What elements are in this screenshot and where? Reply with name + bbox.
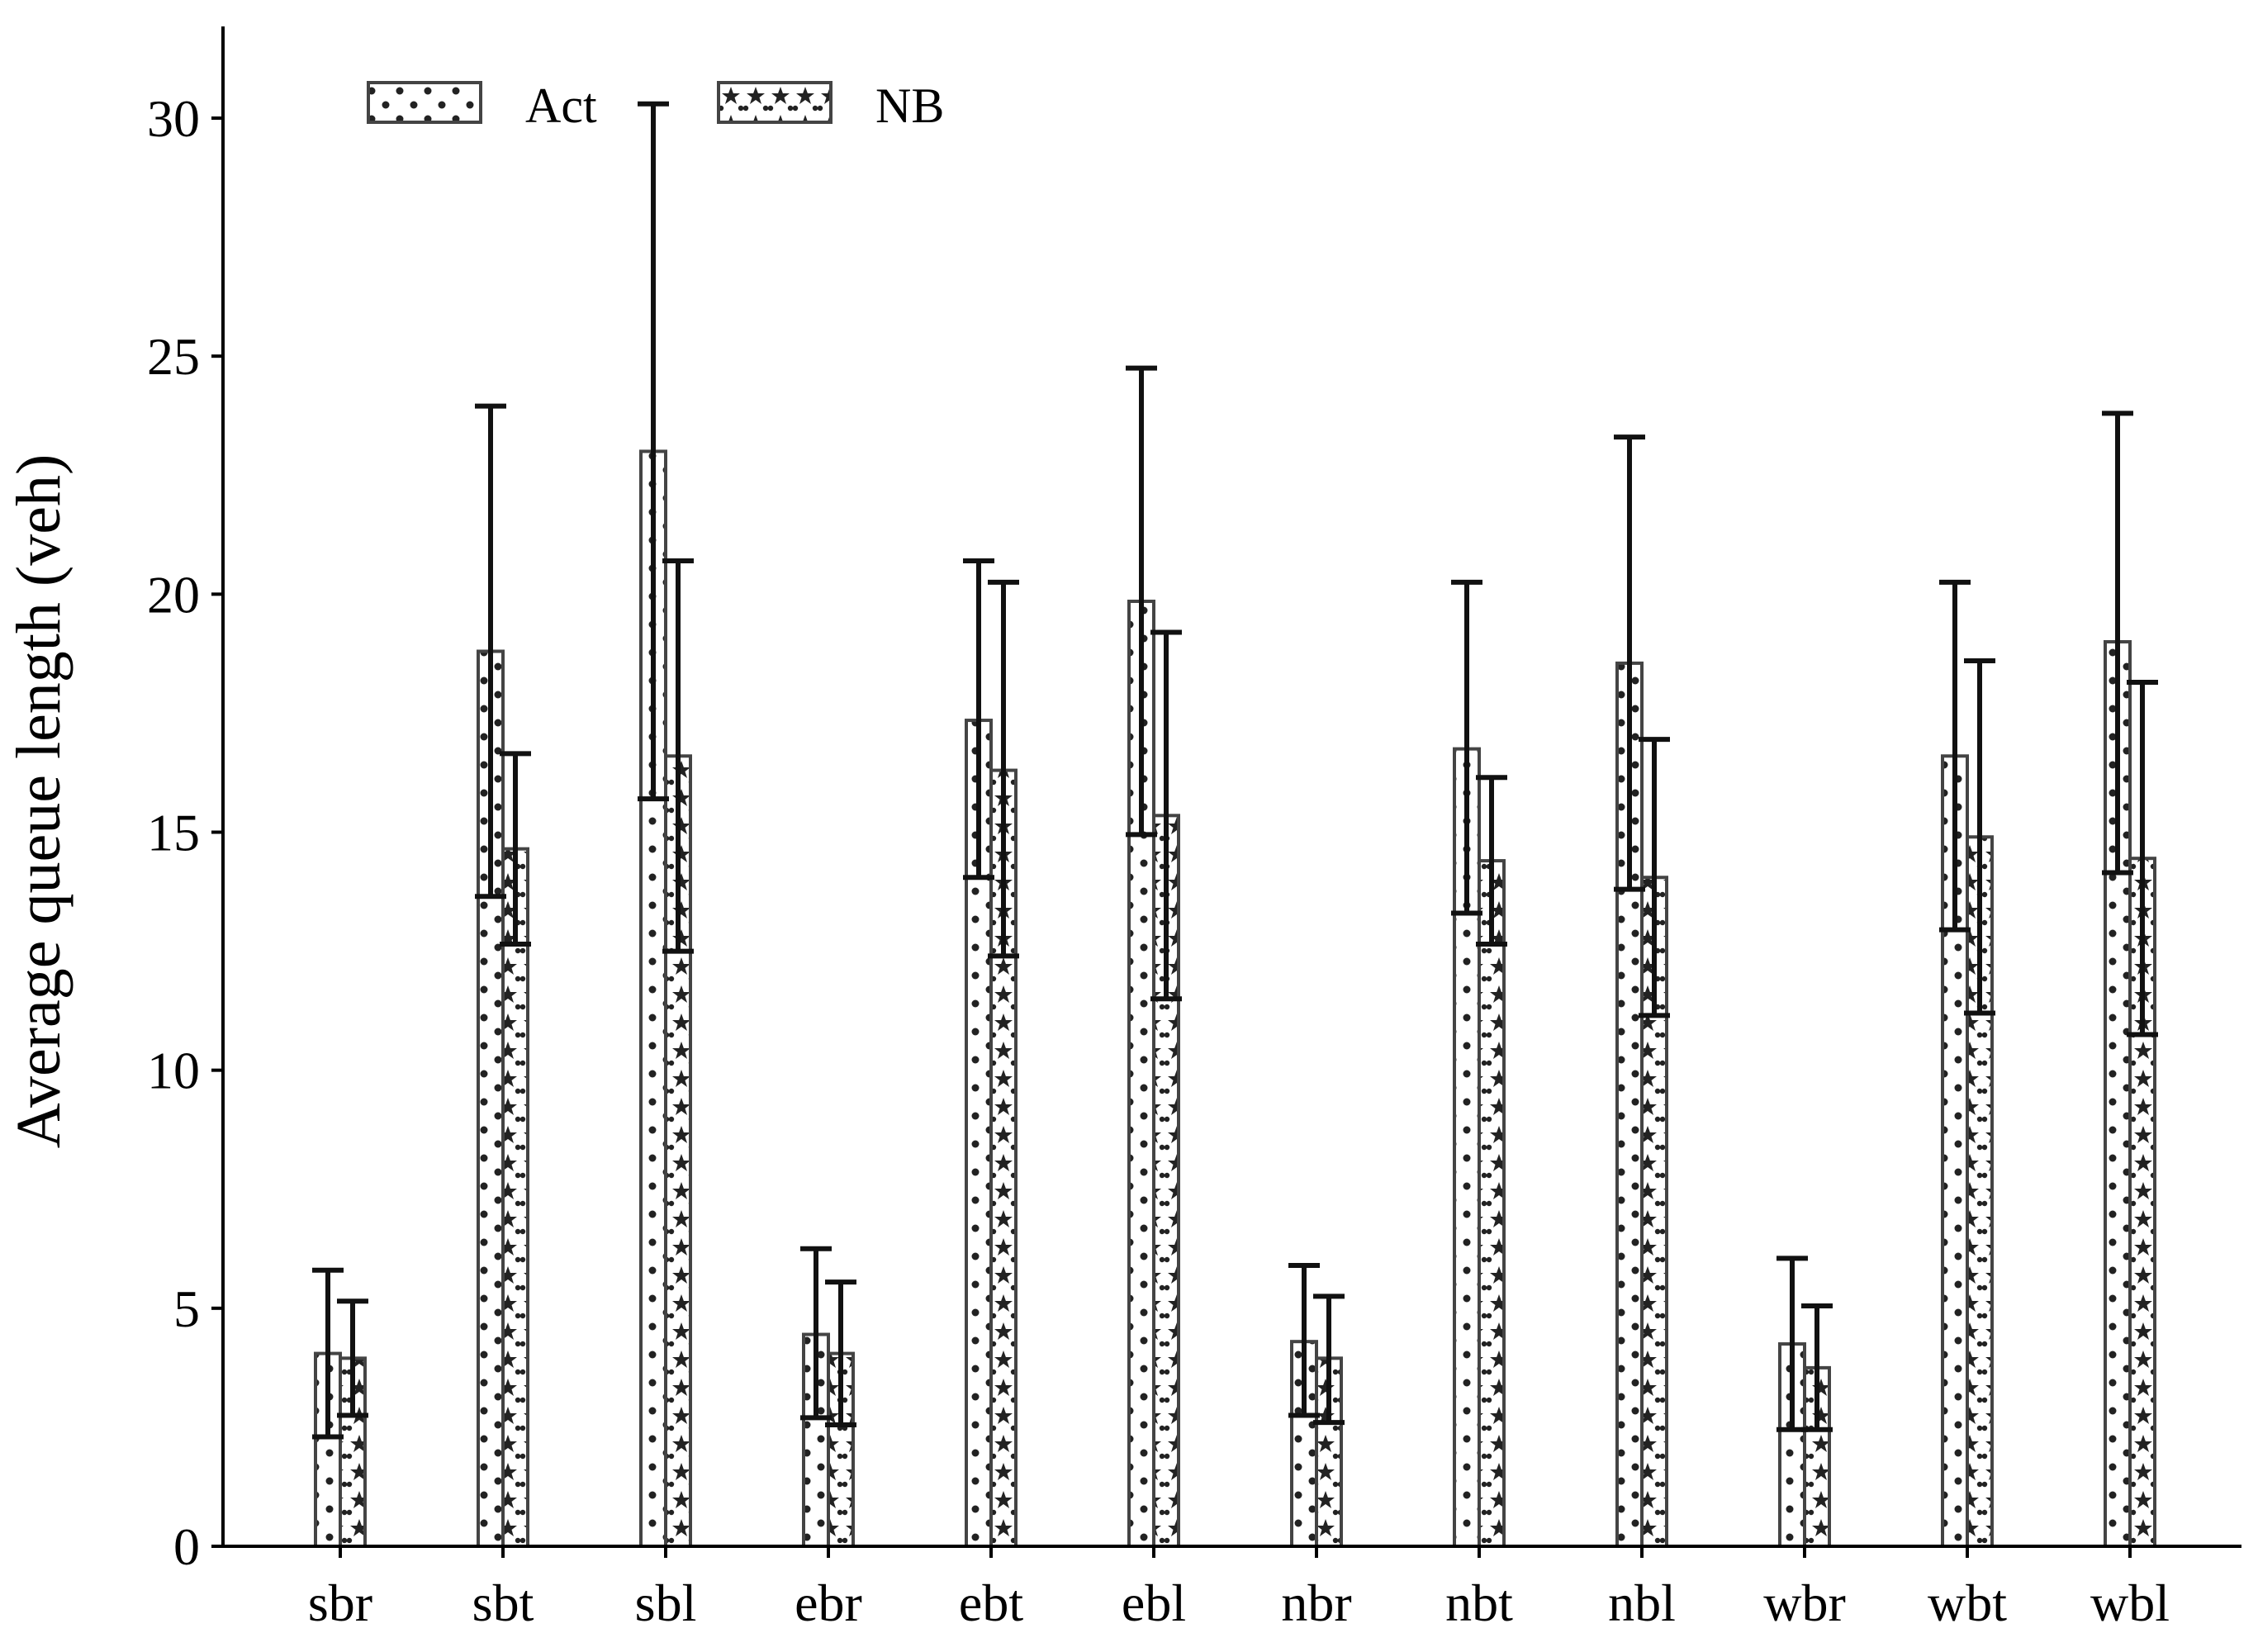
error-bar-act-nbr: [1288, 1262, 1320, 1418]
x-tick-label-sbr: sbr: [308, 1574, 372, 1632]
error-bar-act-wbl: [2102, 411, 2133, 876]
error-bar-act-sbl: [638, 101, 669, 802]
x-tick-label-nbl: nbl: [1608, 1574, 1676, 1632]
y-tick-label: 20: [147, 565, 200, 624]
error-bar-nb-sbl: [662, 558, 694, 954]
legend-swatch-nb: [717, 81, 833, 124]
error-bar-nb-wbl: [2127, 679, 2158, 1037]
x-tick-label-sbt: sbt: [472, 1574, 534, 1632]
legend-label-act: Act: [525, 78, 597, 133]
x-tick-label-wbr: wbr: [1763, 1574, 1846, 1632]
y-tick-label: 25: [147, 327, 200, 386]
error-bar-act-sbr: [312, 1267, 344, 1440]
error-bar-nb-sbr: [337, 1298, 368, 1418]
error-bar-act-ebt: [963, 558, 994, 881]
y-tick-label: 5: [173, 1279, 200, 1338]
bar-nb-sbt: [501, 847, 529, 1548]
y-tick-label: 30: [147, 89, 200, 148]
y-tick-label: 15: [147, 804, 200, 862]
error-bar-nb-sbt: [500, 751, 531, 947]
y-tick-label: 0: [173, 1517, 200, 1576]
error-bar-nb-ebr: [825, 1279, 856, 1428]
x-ticks: sbr sbt sbl ebr ebt ebl nbr nbt nbl wbr wbt wbl: [308, 1546, 2170, 1632]
x-tick-label-nbt: nbt: [1445, 1574, 1513, 1632]
error-bar-act-sbt: [475, 403, 506, 900]
y-tick-label: 10: [147, 1042, 200, 1100]
x-tick-label-ebr: ebr: [795, 1574, 862, 1632]
x-tick-label-wbl: wbl: [2090, 1574, 2170, 1632]
x-tick-label-wbt: wbt: [1928, 1574, 2007, 1632]
legend-label-nb: NB: [875, 78, 944, 133]
bar-nb-nbt: [1478, 859, 1506, 1548]
error-bar-nb-wbr: [1801, 1303, 1833, 1432]
error-bar-nb-nbl: [1639, 737, 1670, 1018]
legend-swatch-act: [367, 81, 482, 124]
error-bar-act-nbl: [1614, 434, 1645, 892]
error-bar-nb-wbt: [1964, 658, 1995, 1016]
y-ticks: 0 5 10 15 20 25 30: [147, 89, 223, 1576]
x-tick-label-nbr: nbr: [1281, 1574, 1351, 1632]
error-bar-act-wbt: [1939, 579, 1971, 933]
error-bar-act-ebl: [1126, 365, 1157, 838]
error-bar-nb-ebt: [988, 579, 1019, 959]
x-tick-label-ebt: ebt: [959, 1574, 1023, 1632]
error-bar-nb-ebl: [1150, 629, 1182, 1002]
x-tick-label-sbl: sbl: [635, 1574, 697, 1632]
error-bar-nb-nbt: [1476, 775, 1507, 947]
x-tick-label-ebl: ebl: [1122, 1574, 1186, 1632]
error-bars-layer: [312, 101, 2158, 1440]
bars-layer: [314, 449, 2156, 1549]
error-bar-act-ebr: [800, 1246, 832, 1421]
error-bar-act-nbt: [1451, 579, 1482, 916]
y-axis-label: Average queue length (veh): [4, 454, 74, 1149]
error-bar-nb-nbr: [1313, 1294, 1345, 1426]
legend: Act NB: [367, 78, 944, 133]
